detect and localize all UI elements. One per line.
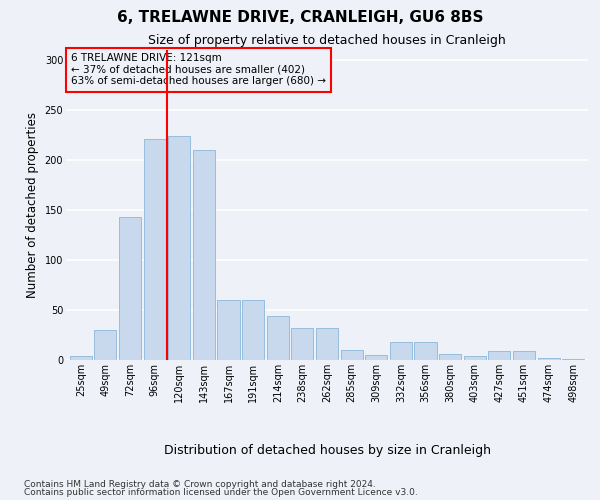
Bar xyxy=(464,356,486,360)
X-axis label: Distribution of detached houses by size in Cranleigh: Distribution of detached houses by size … xyxy=(163,444,491,457)
Text: 6, TRELAWNE DRIVE, CRANLEIGH, GU6 8BS: 6, TRELAWNE DRIVE, CRANLEIGH, GU6 8BS xyxy=(117,10,483,25)
Bar xyxy=(538,358,560,360)
Bar xyxy=(415,342,437,360)
Bar xyxy=(365,355,388,360)
Bar xyxy=(439,354,461,360)
Bar xyxy=(488,351,511,360)
Bar xyxy=(94,330,116,360)
Text: 6 TRELAWNE DRIVE: 121sqm
← 37% of detached houses are smaller (402)
63% of semi-: 6 TRELAWNE DRIVE: 121sqm ← 37% of detach… xyxy=(71,53,326,86)
Bar xyxy=(193,150,215,360)
Bar xyxy=(513,351,535,360)
Bar xyxy=(390,342,412,360)
Bar xyxy=(143,139,166,360)
Bar xyxy=(266,316,289,360)
Bar xyxy=(119,217,141,360)
Bar xyxy=(168,136,190,360)
Text: Contains HM Land Registry data © Crown copyright and database right 2024.: Contains HM Land Registry data © Crown c… xyxy=(24,480,376,489)
Bar xyxy=(291,328,313,360)
Bar xyxy=(217,300,239,360)
Bar xyxy=(341,350,363,360)
Bar xyxy=(242,300,264,360)
Bar xyxy=(70,356,92,360)
Bar xyxy=(562,359,584,360)
Title: Size of property relative to detached houses in Cranleigh: Size of property relative to detached ho… xyxy=(148,34,506,48)
Text: Contains public sector information licensed under the Open Government Licence v3: Contains public sector information licen… xyxy=(24,488,418,497)
Y-axis label: Number of detached properties: Number of detached properties xyxy=(26,112,39,298)
Bar xyxy=(316,328,338,360)
